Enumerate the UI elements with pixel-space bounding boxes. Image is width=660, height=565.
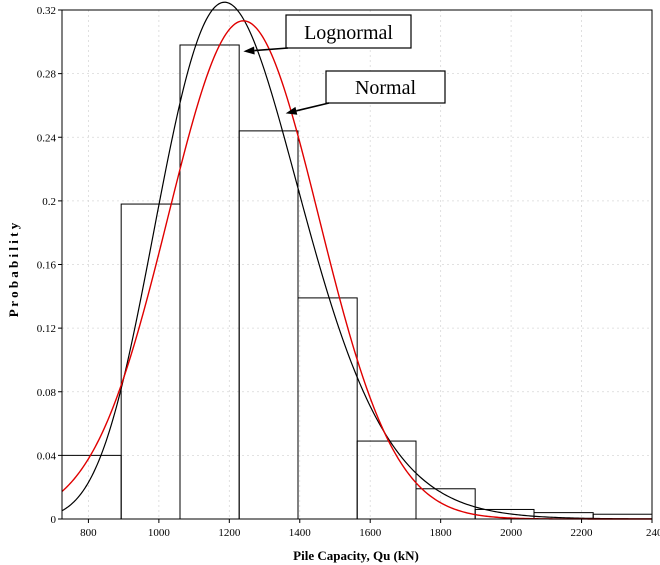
lognormal-annotation: Lognormal: [243, 14, 412, 55]
x-tick-label-7: 2200: [571, 527, 594, 539]
x-tick-label-3: 1400: [289, 527, 312, 539]
y-tick-label-5: 0.2: [42, 196, 56, 208]
y-tick-label-0: 0: [51, 514, 57, 526]
normal-annotation-box: [325, 70, 446, 104]
histogram-bar-5: [356, 440, 417, 520]
normal-annotation-arrow: [296, 102, 330, 112]
y-tick-label-1: 0.04: [37, 450, 57, 462]
x-tick-label-5: 1800: [430, 527, 453, 539]
x-tick-label-2: 1200: [218, 527, 241, 539]
normal-annotation-label: Normal: [355, 77, 417, 99]
lognormal-curve: [61, 1, 653, 520]
y-axis-title: P r o b a b i l i t y: [6, 222, 21, 317]
x-tick-label-6: 2000: [500, 527, 523, 539]
normal-annotation: Normal: [285, 70, 446, 115]
x-axis-title: Pile Capacity, Qu (kN): [293, 548, 419, 563]
lognormal-annotation-label: Lognormal: [304, 22, 393, 44]
y-tick-label-4: 0.16: [37, 260, 57, 272]
y-tick-label-3: 0.12: [37, 323, 56, 335]
y-tick-label-7: 0.28: [37, 69, 57, 81]
x-tick-label-0: 800: [80, 527, 97, 539]
y-tick-label-8: 0.32: [37, 5, 56, 17]
y-tick-label-2: 0.08: [37, 387, 57, 399]
histogram-bars: [61, 44, 653, 520]
normal-annotation-arrowhead: [285, 106, 298, 115]
y-tick-label-6: 0.24: [37, 132, 57, 144]
lognormal-annotation-box: [285, 14, 412, 49]
histogram-bar-3: [238, 130, 299, 520]
lognormal-annotation-arrow: [254, 47, 289, 52]
histogram-bar-0: [61, 454, 122, 520]
x-tick-label-4: 1600: [359, 527, 382, 539]
lognormal-annotation-arrowhead: [243, 46, 255, 55]
x-tick-label-1: 1000: [148, 527, 171, 539]
histogram-bar-2: [179, 44, 240, 520]
